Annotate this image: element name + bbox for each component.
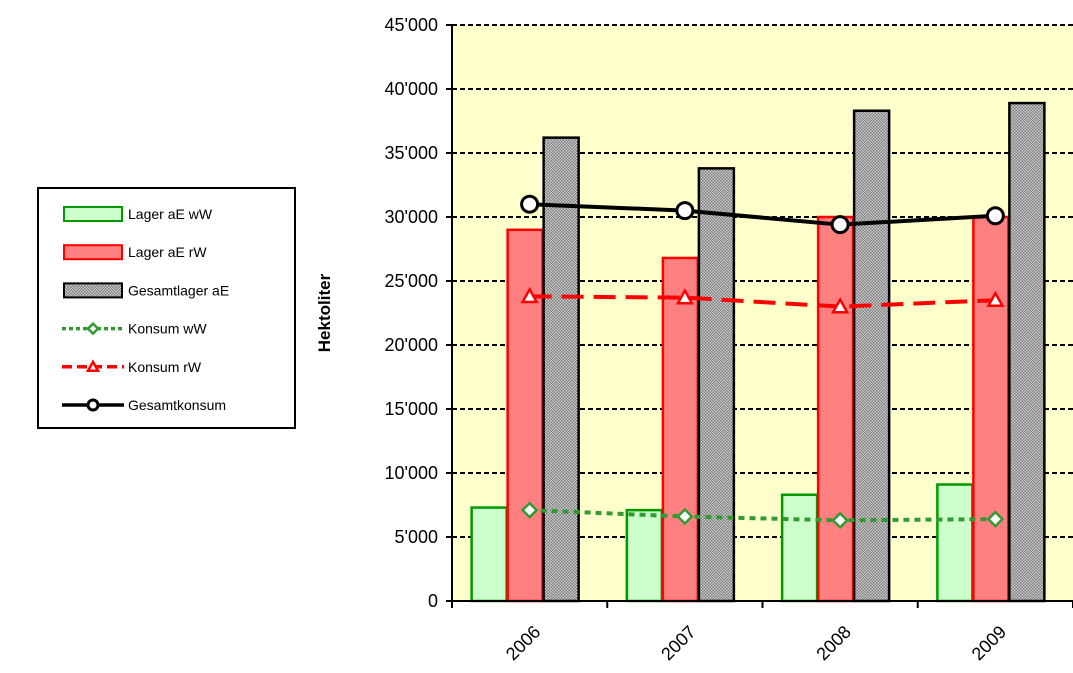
line-marker [986,510,1005,528]
legend-item: Gesamtkonsum [62,397,226,413]
legend-label: Gesamtkonsum [128,397,226,413]
x-tick-label: 2006 [502,622,544,664]
line-marker [986,290,1005,308]
bar [661,256,700,603]
legend-label: Gesamtlager aE [128,282,229,298]
lines [520,194,1005,530]
y-tick-label: 20'000 [385,335,439,355]
y-axis-title: Hektoliter [315,273,334,352]
legend-label: Konsum rW [128,359,202,375]
legend-swatch [63,244,123,261]
bar [972,215,1010,603]
line-marker [676,507,694,526]
series-line [529,202,996,227]
y-tick-label: 35'000 [385,143,439,163]
y-tick-label: 45'000 [385,15,439,35]
bar [625,508,664,603]
y-tick-label: 40'000 [385,79,439,99]
legend-item: Lager aE rW [63,244,207,261]
legend-item: Konsum rW [62,359,202,375]
line-marker [85,359,101,373]
x-tick-label: 2008 [812,622,854,664]
legend-swatch [63,206,123,222]
legend-item: Konsum wW [62,321,207,337]
x-tick-label: 2007 [657,622,699,664]
bar [816,215,855,603]
line-marker [831,511,849,530]
bar [697,167,736,603]
line-marker [985,206,1005,226]
y-tick-label: 15'000 [385,399,439,419]
y-tick-label: 10'000 [385,463,439,483]
legend-label: Lager aE wW [128,206,213,222]
y-tick-label: 30'000 [385,207,439,227]
line-marker [520,501,539,519]
series-line [529,294,996,309]
bar [470,506,508,603]
bar [506,228,544,603]
line-marker [675,288,694,305]
line-marker [675,201,695,221]
legend-label: Lager aE rW [128,244,207,260]
legend-item: Lager aE wW [63,206,213,222]
legend: Lager aE wW Lager aE rW Gesamtlager aE Kons… [37,187,296,429]
line-marker [830,215,850,235]
legend-swatch [63,282,123,299]
y-tick-label: 0 [428,591,438,611]
bar [852,109,891,603]
line-marker [86,321,100,336]
legend-box [37,187,296,429]
legend-item: Gesamtlager aE [63,282,229,299]
line-marker [520,286,539,304]
bars [470,101,1046,603]
x-tick-label: 2009 [968,622,1010,664]
line-marker [86,398,100,412]
line-marker [831,297,850,314]
y-tick-label: 5'000 [395,527,438,547]
bar [1008,101,1046,603]
legend-label: Konsum wW [128,321,207,337]
line-marker [520,194,540,214]
y-tick-label: 25'000 [385,271,439,291]
bar [542,136,580,603]
series-line [529,508,996,523]
bar [780,493,819,603]
bar [936,483,974,603]
